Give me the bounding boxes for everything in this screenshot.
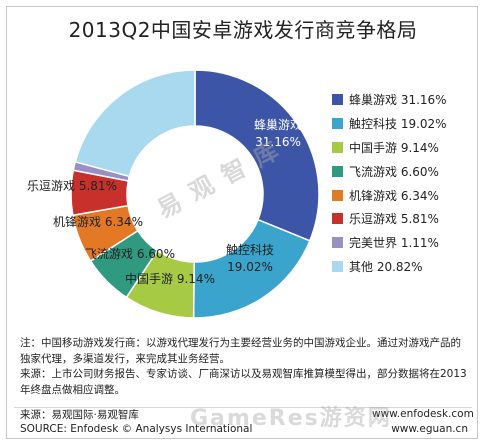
source-en: SOURCE: Enfodesk © Analysys Internationa…	[20, 423, 253, 435]
legend-label: 蜂巢游戏 31.16%	[349, 93, 447, 108]
legend-label: 飞流游戏 6.60%	[349, 164, 439, 179]
legend-label: 乐逗游戏 5.81%	[349, 212, 439, 227]
donut-slice-labels: 蜂巢游戏 31.16% 触控科技 19.02% 中国手游 9.14% 飞流游戏 6.60%…	[27, 118, 302, 286]
chart-title: 2013Q2中国安卓游戏发行商竞争格局	[68, 18, 418, 42]
donut-slice	[74, 69, 196, 178]
donut-slices	[70, 69, 320, 319]
slice-data-label: 飞流游戏 6.60%	[85, 247, 175, 261]
gamerres-watermark: GameRes游资网	[190, 406, 392, 431]
chart-legend: 蜂巢游戏 31.16% 触控科技 19.02% 中国手游 9.14% 飞流游戏 6.6…	[332, 88, 482, 278]
legend-item: 其他 20.82%	[332, 255, 482, 279]
footer-url-1[interactable]: www.enfodesk.com	[372, 408, 474, 420]
legend-item: 完美世界 1.11%	[332, 231, 482, 255]
legend-item: 飞流游戏 6.60%	[332, 159, 482, 183]
legend-item: 乐逗游戏 5.81%	[332, 207, 482, 231]
legend-label: 完美世界 1.11%	[349, 236, 439, 251]
chart-footer: 来源：易观国际·易观智库 SOURCE: Enfodesk © Analysys…	[20, 408, 468, 436]
definition-note: 注：中国移动游戏发行商：以游戏代理发行为主要经营业务的中国游戏企业。通过对游戏产…	[20, 337, 461, 365]
legend-item: 机锋游戏 6.34%	[332, 183, 482, 207]
slice-data-label: 中国手游 9.14%	[125, 271, 215, 286]
slice-data-label: 蜂巢游戏 31.16%	[254, 118, 302, 149]
slice-data-label: 乐逗游戏 5.81%	[27, 179, 117, 193]
legend-swatch	[332, 165, 343, 177]
legend-item: 触控科技 19.02%	[332, 112, 482, 136]
chart-notes: 注：中国移动游戏发行商：以游戏代理发行为主要经营业务的中国游戏企业。通过对游戏产…	[20, 336, 468, 398]
legend-item: 中国手游 9.14%	[332, 136, 482, 160]
source-note: 来源：上市公司财务报告、专家访谈、厂商深访以及易观智库推算模型得出，部分数据将在…	[20, 368, 467, 396]
legend-label: 机锋游戏 6.34%	[349, 188, 439, 203]
legend-item: 蜂巢游戏 31.16%	[332, 88, 482, 112]
legend-swatch	[332, 118, 343, 130]
legend-swatch	[332, 94, 343, 106]
source-cn: 来源：易观国际·易观智库	[20, 409, 139, 421]
legend-label: 触控科技 19.02%	[349, 117, 447, 132]
legend-swatch	[332, 189, 343, 201]
footer-divider	[14, 407, 472, 408]
legend-swatch	[332, 141, 343, 153]
legend-label: 其他 20.82%	[349, 259, 423, 274]
legend-swatch	[332, 260, 343, 272]
legend-swatch	[332, 213, 343, 225]
slice-data-label: 机锋游戏 6.34%	[53, 215, 143, 229]
slice-data-label: 触控科技 19.02%	[226, 243, 274, 274]
footer-url-2[interactable]: www.eguan.cn	[391, 423, 468, 435]
legend-label: 中国手游 9.14%	[349, 140, 439, 155]
legend-swatch	[332, 237, 343, 249]
donut-slice	[194, 69, 320, 242]
